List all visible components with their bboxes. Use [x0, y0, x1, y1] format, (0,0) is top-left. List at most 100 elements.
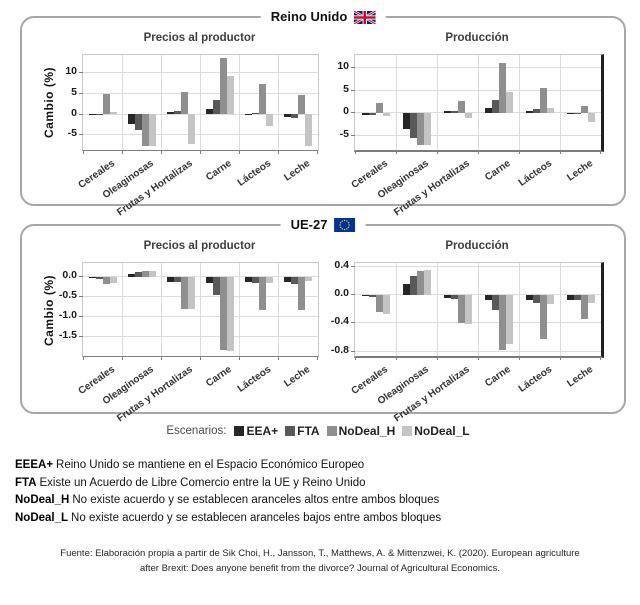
scenario-definitions: EEEA+ Reino Unido se mantiene en el Espac… [15, 459, 630, 529]
bar-nodeal-h-l-cteos [539, 87, 547, 113]
gridline [355, 294, 601, 296]
plot-area [79, 262, 319, 360]
y-tick-mark [351, 322, 355, 324]
source-line-1: Fuente: Elaboración propia a partir de S… [60, 548, 580, 559]
x-tick-mark [436, 150, 438, 154]
bar-nodeal-l-cereales [382, 112, 390, 117]
y-tick-label: 0 [71, 106, 77, 119]
bar-nodeal-l-oleaginosas [423, 112, 431, 146]
chart-title: Producción [445, 32, 509, 44]
bar-nodeal-l-leche [305, 276, 313, 281]
gridline [239, 55, 241, 150]
bar-fta-carne [213, 99, 221, 115]
bar-eea+-frutas-y-hortalizas [443, 294, 451, 299]
bar-nodeal-h-carne [220, 276, 228, 351]
y-axis-label-eu: Cambio (%) [42, 275, 56, 346]
bar-eea+-carne [206, 276, 214, 283]
x-tick-mark [239, 356, 241, 360]
legend-entry-label: EEA+ [246, 424, 279, 438]
definition-line: NoDeal_L No existe acuerdo y se establece… [15, 512, 630, 525]
bar-nodeal-h-frutas-y-hortalizas [457, 100, 465, 113]
y-tick-mark [79, 315, 83, 317]
bar-nodeal-l-carne [505, 92, 513, 113]
legend-swatch-nodeal-l [402, 426, 413, 436]
bar-fta-leche [573, 294, 581, 301]
panel-reino-unido: Reino Unido Cambio (%) Precios al produc… [20, 7, 626, 218]
definition-text: No existe acuerdo y se establecen arance… [72, 494, 440, 506]
bar-eea+-leche [284, 114, 292, 117]
bar-eea+-l-cteos [245, 114, 253, 116]
panel-title: Reino Unido [270, 9, 348, 24]
definition-term: EEEA+ [15, 459, 54, 471]
legend-entry-nodeal-l: NoDeal_L [402, 424, 470, 438]
x-tick-mark [316, 150, 318, 154]
x-tick-mark [160, 356, 162, 360]
gridline [278, 55, 280, 150]
bar-fta-frutas-y-hortalizas [173, 276, 181, 283]
y-tick-label: 10 [337, 59, 349, 72]
gridline [559, 263, 561, 356]
y-tick-label: 0.4 [334, 259, 349, 272]
legend-swatch-nodeal-h [326, 426, 337, 436]
bar-nodeal-h-cereales [375, 102, 383, 113]
bar-nodeal-h-l-cteos [539, 294, 547, 340]
x-tick-label: Carne [483, 364, 513, 390]
x-tick-mark [200, 356, 201, 360]
bar-nodeal-h-cereales [102, 276, 110, 284]
gridline [160, 263, 162, 356]
y-tick-label: -5 [67, 127, 77, 140]
bar-fta-cereales [95, 114, 103, 116]
x-tick-mark [354, 356, 356, 360]
definition-line: NoDeal_H No existe acuerdo y se establece… [15, 494, 630, 507]
bar-nodeal-l-cereales [109, 276, 117, 283]
bar-nodeal-h-oleaginosas [141, 270, 149, 277]
bar-nodeal-l-oleaginosas [148, 114, 156, 147]
bar-nodeal-h-frutas-y-hortalizas [180, 276, 188, 309]
gridline [83, 92, 318, 94]
bar-nodeal-h-oleaginosas [141, 114, 149, 147]
y-tick-mark [79, 72, 83, 74]
bar-eea+-frutas-y-hortalizas [166, 276, 174, 282]
legend-entry-nodeal-h: NoDeal_H [326, 424, 395, 438]
bar-nodeal-l-cereales [382, 294, 390, 314]
gridline [395, 263, 397, 356]
x-tick-label: Leche [282, 364, 313, 390]
gridline [278, 263, 280, 356]
x-tick-label: Lácteos [235, 158, 274, 189]
bar-nodeal-h-leche [298, 276, 306, 311]
x-tick-mark [599, 356, 601, 360]
y-tick-mark [79, 276, 83, 278]
source-line-2: after Brexit: Does anyone benefit from t… [139, 563, 501, 575]
gridline [200, 55, 201, 150]
bar-nodeal-l-carne [227, 276, 235, 351]
bar-fta-oleaginosas [409, 112, 417, 138]
y-tick-mark [351, 66, 355, 68]
gridline [355, 322, 601, 324]
gridline [355, 112, 601, 114]
x-tick-mark [477, 356, 479, 360]
bar-nodeal-l-carne [227, 76, 235, 115]
y-tick-label: 0.0 [62, 269, 77, 282]
y-tick-label: -0.5 [58, 289, 77, 302]
bar-nodeal-l-leche [587, 112, 595, 122]
x-tick-mark [354, 150, 356, 154]
bar-fta-l-cteos [532, 109, 540, 113]
bar-nodeal-h-oleaginosas [416, 271, 424, 295]
definition-term: NoDeal_L [15, 511, 69, 524]
legend-entry-fta: FTA [285, 424, 320, 438]
bar-fta-frutas-y-hortalizas [173, 111, 181, 115]
gridline [477, 55, 479, 150]
bar-nodeal-l-leche [587, 294, 595, 304]
bar-fta-l-cteos [252, 276, 260, 284]
panel-ue-27: UE-27 Cambio (%) Precios al productor 0.0… [20, 215, 626, 424]
bar-fta-carne [491, 100, 499, 113]
x-tick-label: Lácteos [235, 364, 274, 395]
legend-entry-eea: EEA+ [234, 424, 278, 438]
definition-text: Existe un Acuerdo de Libre Comercio entr… [39, 476, 366, 489]
gridline [121, 55, 123, 150]
bar-eea+-oleaginosas [127, 114, 135, 125]
y-axis: 10 5 0 -5 [330, 54, 349, 149]
x-tick-label: Lácteos [516, 158, 554, 189]
x-tick-mark [82, 356, 84, 360]
bar-nodeal-h-carne [498, 294, 506, 350]
